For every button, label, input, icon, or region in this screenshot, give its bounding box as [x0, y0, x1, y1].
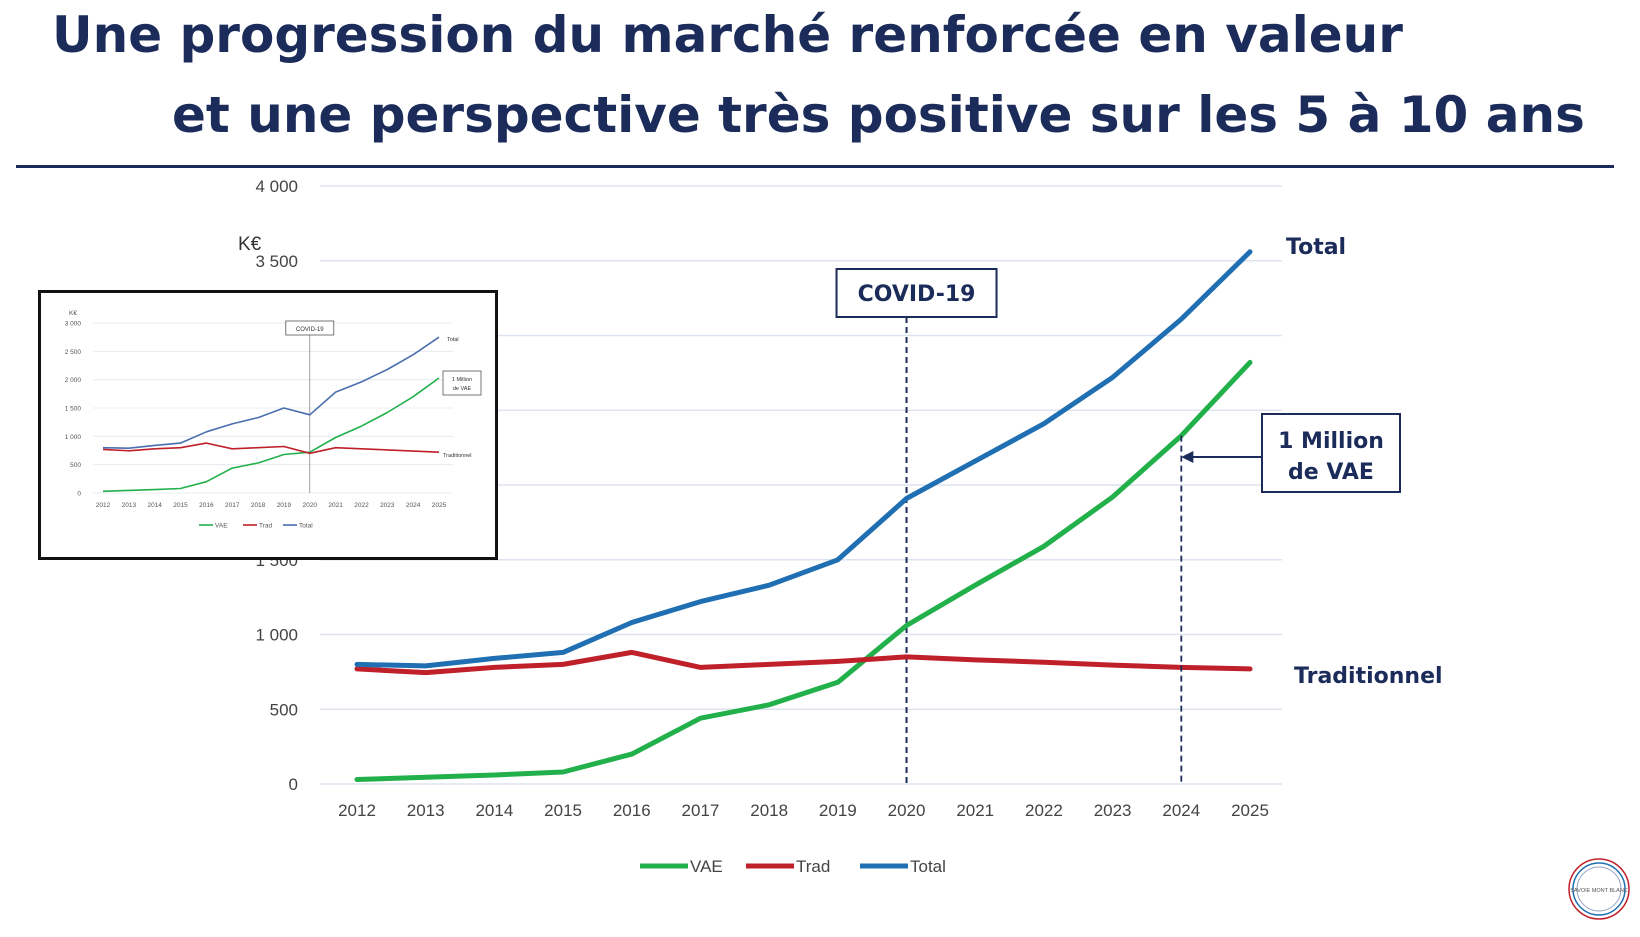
inset-million-text-2: de VAE — [453, 386, 472, 392]
inset-x-tick-label: 2017 — [225, 502, 240, 509]
million-arrow-head — [1181, 451, 1194, 463]
million-annotation-box — [1261, 413, 1401, 493]
inset-y-tick-label: 500 — [70, 462, 81, 469]
inset-series-line-total — [102, 336, 440, 449]
inset-y-tick-label: 2 500 — [65, 349, 82, 356]
x-tick-label: 2023 — [1094, 801, 1132, 820]
inset-covid-text: COVID-19 — [296, 327, 324, 333]
title-divider — [16, 165, 1614, 168]
legend-label-trad: Trad — [796, 857, 830, 876]
x-tick-label: 2017 — [682, 801, 720, 820]
y-tick-label: 0 — [289, 775, 298, 794]
legend-label-total: Total — [910, 857, 946, 876]
x-tick-label: 2024 — [1162, 801, 1200, 820]
inset-end-label-traditionnel: Traditionnel — [443, 453, 472, 459]
end-label-traditionnel: Traditionnel — [1294, 664, 1443, 689]
series-line-total — [354, 249, 1253, 669]
inset-million-box — [442, 370, 482, 396]
x-tick-label: 2015 — [544, 801, 582, 820]
inset-x-tick-label: 2016 — [199, 502, 214, 509]
x-tick-label: 2018 — [750, 801, 788, 820]
inset-x-tick-label: 2023 — [380, 502, 395, 509]
inset-x-tick-label: 2020 — [303, 502, 318, 509]
inset-y-tick-label: 1 500 — [65, 406, 82, 413]
inset-x-tick-label: 2015 — [173, 502, 188, 509]
million-annotation-text-1: 1 Million — [1278, 429, 1384, 454]
inset-x-tick-label: 2012 — [96, 502, 111, 509]
x-tick-label: 2012 — [338, 801, 376, 820]
inset-y-tick-label: 1 000 — [65, 434, 82, 441]
y-tick-label: 500 — [270, 700, 298, 719]
title-line-1: Une progression du marché renforcée en v… — [52, 6, 1403, 64]
x-tick-label: 2025 — [1231, 801, 1269, 820]
inset-y-tick-label: 2 000 — [65, 377, 82, 384]
inset-x-tick-label: 2022 — [354, 502, 369, 509]
title-line-2: et une perspective très positive sur les… — [172, 86, 1585, 144]
inset-x-tick-label: 2018 — [251, 502, 266, 509]
y-axis-label: K€ — [238, 234, 262, 255]
covid-annotation-box — [835, 268, 998, 318]
end-label-total: Total — [1286, 235, 1346, 260]
inset-end-label-total: Total — [447, 337, 459, 343]
inset-x-tick-label: 2019 — [277, 502, 292, 509]
covid-annotation-text: COVID-19 — [858, 282, 976, 307]
inset-legend-label-vae: VAE — [215, 523, 228, 530]
million-annotation-text-2: de VAE — [1288, 460, 1374, 485]
organization-logo: SAVOIE MONT BLANC — [1566, 856, 1632, 922]
y-tick-label: 1 000 — [255, 626, 298, 645]
inset-x-tick-label: 2024 — [406, 502, 421, 509]
x-tick-label: 2013 — [407, 801, 445, 820]
inset-x-tick-label: 2013 — [122, 502, 137, 509]
x-tick-label: 2020 — [888, 801, 926, 820]
x-tick-label: 2021 — [956, 801, 994, 820]
x-tick-label: 2022 — [1025, 801, 1063, 820]
inset-x-tick-label: 2025 — [432, 502, 447, 509]
inset-series-line-vae — [102, 377, 440, 493]
inset-x-tick-label: 2021 — [328, 502, 343, 509]
legend-label-vae: VAE — [690, 857, 723, 876]
inset-legend-label-total: Total — [299, 523, 313, 530]
inset-series-line-trad — [102, 442, 440, 455]
series-line-vae — [354, 359, 1253, 782]
inset-million-text-1: 1 Million — [452, 377, 472, 383]
inset-line-chart: 0 500 1 000 1 500 2 000 2 500 3 000 K€ 2012 2013 2… — [65, 310, 482, 530]
inset-y-tick-label: 3 000 — [65, 321, 82, 328]
y-tick-label: 3 500 — [255, 252, 298, 271]
series-line-trad — [354, 649, 1253, 676]
x-tick-label: 2016 — [613, 801, 651, 820]
inset-x-tick-label: 2014 — [147, 502, 162, 509]
inset-chart-box: 0 500 1 000 1 500 2 000 2 500 3 000 K€ 2012 2013 2… — [38, 290, 498, 560]
inset-y-tick-label: 0 — [77, 491, 81, 498]
inset-covid-box — [285, 320, 335, 336]
inset-legend-label-trad: Trad — [259, 523, 273, 530]
x-tick-label: 2014 — [475, 801, 513, 820]
x-tick-label: 2019 — [819, 801, 857, 820]
y-tick-label: 4 000 — [255, 177, 298, 196]
inset-y-axis-label: K€ — [69, 310, 77, 317]
logo-text: SAVOIE MONT BLANC — [1570, 888, 1628, 894]
